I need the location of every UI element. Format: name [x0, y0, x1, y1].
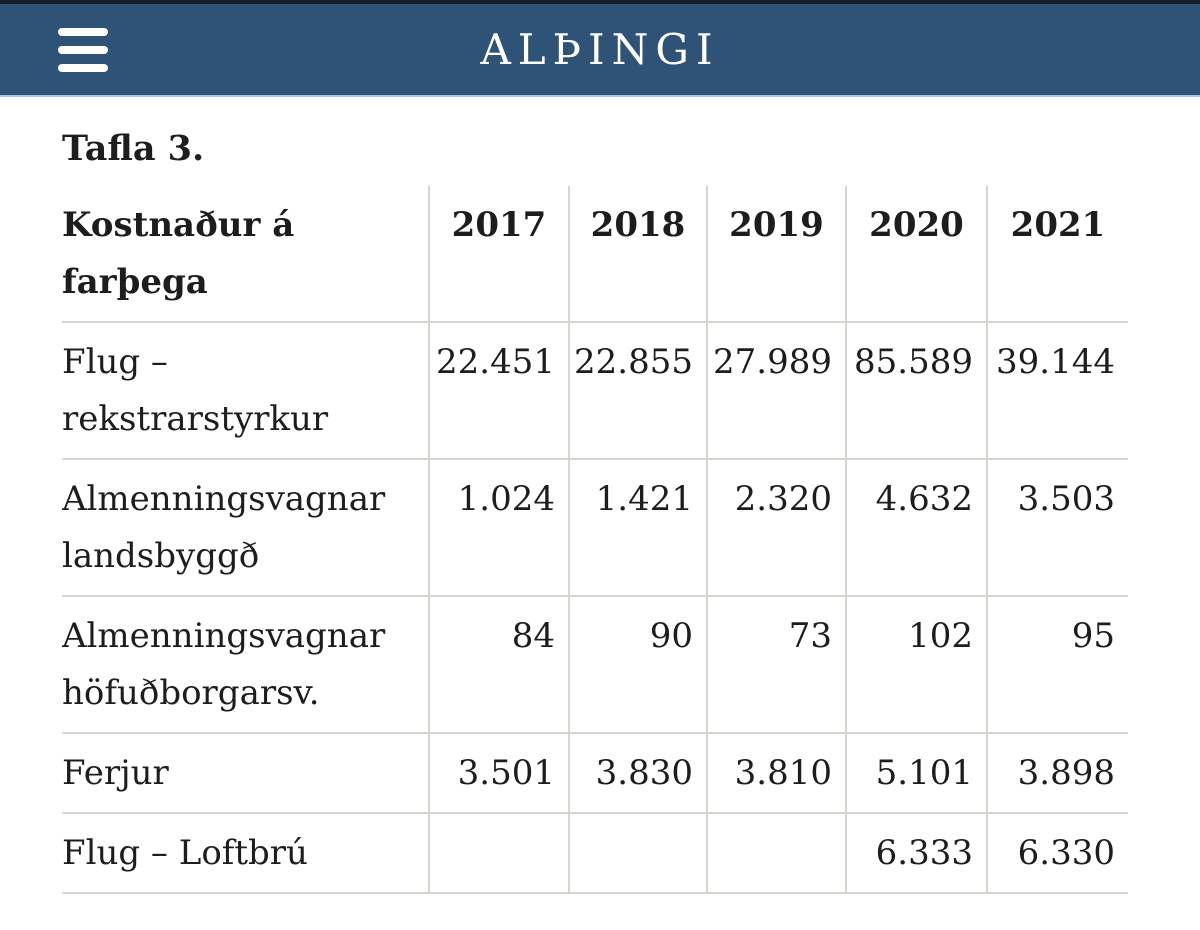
table-row-almenningsvagnar-landsbyggd: Almenningsvagnar landsbyggð 1.024 1.421 … [62, 459, 1128, 597]
cell-value: 22.855 [569, 322, 708, 460]
column-header-label: Kostnaður á farþega [62, 186, 430, 323]
cell-value: 85.589 [846, 322, 988, 460]
data-table: Kostnaður á farþega 2017 2018 2019 2020 … [62, 186, 1128, 894]
cell-value: 3.830 [569, 733, 708, 814]
hamburger-icon [58, 27, 108, 36]
cell-value: 90 [569, 596, 708, 734]
row-label: Almenningsvagnar landsbyggð [62, 459, 430, 597]
cell-value [429, 813, 570, 894]
cell-value: 73 [707, 596, 847, 734]
cell-value: 22.451 [429, 322, 570, 460]
status-bar-strip [0, 0, 1200, 4]
cell-value: 3.503 [987, 459, 1128, 597]
table-caption: Tafla 3. [62, 128, 205, 169]
content-area: Tafla 3. Kostnaður á farþega 2017 2018 2… [0, 97, 1200, 894]
cell-value: 27.989 [707, 322, 847, 460]
site-title[interactable]: ALÞINGI [480, 24, 720, 74]
app-bar: ALÞINGI [0, 4, 1200, 97]
hamburger-icon [58, 45, 108, 54]
cell-value: 2.320 [707, 459, 847, 597]
cell-value: 4.632 [846, 459, 988, 597]
cell-value: 1.421 [569, 459, 708, 597]
table-row-almenningsvagnar-hofudborgarsv: Almenningsvagnar höfuðborgarsv. 84 90 73… [62, 596, 1128, 734]
cell-value: 3.898 [987, 733, 1128, 814]
cell-value [707, 813, 847, 894]
row-label: Flug – rekstrarstyrkur [62, 322, 430, 460]
menu-button[interactable] [58, 27, 108, 72]
cell-value: 3.810 [707, 733, 847, 814]
table-header-row: Kostnaður á farþega 2017 2018 2019 2020 … [62, 186, 1128, 323]
cell-value: 84 [429, 596, 570, 734]
cell-value: 6.333 [846, 813, 988, 894]
row-label: Almenningsvagnar höfuðborgarsv. [62, 596, 430, 734]
hamburger-icon [58, 63, 108, 72]
table-row-flug-loftbru: Flug – Loftbrú 6.333 6.330 [62, 813, 1128, 894]
column-header-year-2021: 2021 [987, 186, 1128, 323]
table-row-flug-rekstrarstyrkur: Flug – rekstrarstyrkur 22.451 22.855 27.… [62, 322, 1128, 460]
cell-value: 5.101 [846, 733, 988, 814]
row-label: Flug – Loftbrú [62, 813, 430, 894]
column-header-year-2020: 2020 [846, 186, 988, 323]
cell-value: 39.144 [987, 322, 1128, 460]
column-header-year-2017: 2017 [429, 186, 570, 323]
cell-value: 1.024 [429, 459, 570, 597]
row-label: Ferjur [62, 733, 430, 814]
cell-value: 6.330 [987, 813, 1128, 894]
cell-value: 95 [987, 596, 1128, 734]
cell-value: 3.501 [429, 733, 570, 814]
column-header-year-2019: 2019 [707, 186, 847, 323]
column-header-year-2018: 2018 [569, 186, 708, 323]
cell-value: 102 [846, 596, 988, 734]
cell-value [569, 813, 708, 894]
table-row-ferjur: Ferjur 3.501 3.830 3.810 5.101 3.898 [62, 733, 1128, 814]
